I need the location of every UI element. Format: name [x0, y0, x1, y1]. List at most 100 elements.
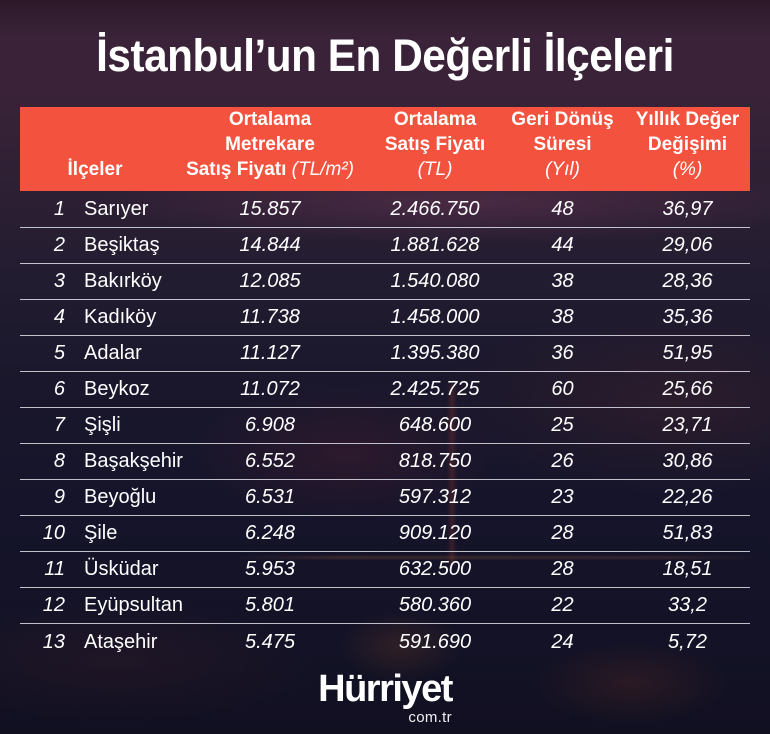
rank-cell: 1	[53, 198, 65, 220]
column-unit: (TL/m²)	[291, 159, 354, 180]
sale-price-cell: 1.540.080	[390, 270, 480, 292]
district-name-cell: Şişli	[84, 414, 121, 436]
brand-name: Hürriyet	[318, 668, 453, 710]
table-row: 8 Başakşehir 6.552 818.750 26 30,86	[20, 444, 750, 480]
table-row: 11 Üsküdar 5.953 632.500 28 18,51	[20, 552, 750, 588]
table-row: 9 Beyoğlu 6.531 597.312 23 22,26	[20, 480, 750, 516]
rank-cell: 3	[53, 270, 65, 292]
payback-years-cell: 28	[551, 558, 574, 580]
rank-cell: 9	[53, 486, 65, 508]
column-header-3: Geri Dönüş Süresi (Yıl)	[500, 107, 625, 191]
payback-years-cell: 23	[551, 486, 574, 508]
district-name-cell: Üsküdar	[84, 558, 159, 580]
annual-change-cell: 36,97	[662, 198, 713, 220]
district-name-cell: Beşiktaş	[84, 234, 160, 256]
table-row: 3 Bakırköy 12.085 1.540.080 38 28,36	[20, 264, 750, 300]
table-row: 13 Ataşehir 5.475 591.690 24 5,72	[20, 624, 750, 660]
district-name-cell: Sarıyer	[84, 198, 149, 220]
table-row: 7 Şişli 6.908 648.600 25 23,71	[20, 408, 750, 444]
district-name-cell: Eyüpsultan	[84, 594, 183, 616]
annual-change-cell: 51,83	[662, 522, 713, 544]
brand-domain: com.tr	[408, 709, 452, 726]
payback-years-cell: 60	[551, 378, 574, 400]
sqm-price-cell: 5.953	[244, 558, 296, 580]
column-unit: (TL)	[417, 159, 453, 180]
sqm-price-cell: 6.248	[244, 522, 296, 544]
sqm-price-cell: 12.085	[239, 270, 301, 292]
payback-years-cell: 38	[551, 270, 574, 292]
sqm-price-cell: 6.908	[244, 414, 296, 436]
hurriyet-logo: Hürriyet com.tr	[318, 668, 453, 726]
sale-price-cell: 2.425.725	[390, 378, 480, 400]
district-name-cell: Şile	[84, 522, 118, 544]
table-row: 2 Beşiktaş 14.844 1.881.628 44 29,06	[20, 228, 750, 264]
sqm-price-cell: 11.127	[240, 342, 300, 364]
rank-cell: 13	[42, 630, 65, 653]
annual-change-cell: 28,36	[662, 270, 713, 292]
table-row: 1 Sarıyer 15.857 2.466.750 48 36,97	[20, 192, 750, 228]
annual-change-cell: 51,95	[662, 342, 713, 364]
rank-cell: 4	[53, 306, 65, 328]
sale-price-cell: 909.120	[398, 522, 472, 544]
district-name-cell: Başakşehir	[84, 450, 183, 472]
payback-years-cell: 44	[551, 234, 574, 256]
column-unit: (%)	[672, 159, 703, 180]
rank-cell: 2	[53, 234, 65, 256]
sqm-price-cell: 5.801	[244, 594, 296, 616]
payback-years-cell: 24	[551, 630, 574, 653]
rank-cell: 6	[53, 378, 65, 400]
district-name-cell: Bakırköy	[84, 270, 162, 292]
sale-price-cell: 591.690	[398, 630, 472, 653]
column-header-districts: İlçeler	[67, 159, 123, 180]
sqm-price-cell: 14.844	[239, 234, 301, 256]
district-name-cell: Adalar	[84, 342, 142, 364]
annual-change-cell: 30,86	[662, 450, 713, 472]
sale-price-cell: 597.312	[398, 486, 472, 508]
rank-cell: 7	[53, 414, 65, 436]
sale-price-cell: 818.750	[398, 450, 472, 472]
sale-price-cell: 648.600	[398, 414, 472, 436]
table-header-row: İlçeler Ortalama Metrekare Satış Fiyatı (TL…	[20, 107, 750, 191]
sale-price-cell: 632.500	[398, 558, 472, 580]
district-name-cell: Beyoğlu	[84, 486, 157, 508]
sale-price-cell: 1.881.628	[390, 234, 480, 256]
column-unit: (Yıl)	[545, 159, 580, 180]
page-title: İstanbul’un En Değerli İlçeleri	[96, 30, 674, 81]
district-name-cell: Kadıköy	[84, 306, 157, 328]
payback-years-cell: 38	[551, 306, 574, 328]
rank-cell: 12	[42, 594, 65, 616]
sqm-price-cell: 6.552	[244, 450, 296, 472]
table-row: 4 Kadıköy 11.738 1.458.000 38 35,36	[20, 300, 750, 336]
payback-years-cell: 48	[551, 198, 574, 220]
sqm-price-cell: 11.738	[240, 306, 300, 328]
column-header-2: Ortalama Satış Fiyatı (TL)	[370, 107, 500, 191]
annual-change-cell: 5,72	[668, 630, 707, 653]
payback-years-cell: 25	[551, 414, 574, 436]
payback-years-cell: 26	[551, 450, 574, 472]
sqm-price-cell: 5.475	[244, 630, 296, 653]
annual-change-cell: 33,2	[668, 594, 707, 616]
column-header-1: Ortalama Metrekare Satış Fiyatı (TL/m²)	[186, 109, 354, 180]
rank-cell: 5	[53, 342, 65, 364]
payback-years-cell: 28	[551, 522, 574, 544]
footer: Hürriyet com.tr	[0, 670, 770, 727]
rank-cell: 10	[42, 522, 65, 544]
table-row: 10 Şile 6.248 909.120 28 51,83	[20, 516, 750, 552]
sale-price-cell: 1.458.000	[390, 306, 480, 328]
rank-cell: 8	[53, 450, 65, 472]
payback-years-cell: 22	[551, 594, 574, 616]
sale-price-cell: 580.360	[398, 594, 472, 616]
table-body: 1 Sarıyer 15.857 2.466.750 48 36,97 2 Beşiktaş 1…	[20, 192, 750, 660]
annual-change-cell: 29,06	[662, 234, 713, 256]
sqm-price-cell: 6.531	[244, 486, 296, 508]
sale-price-cell: 1.395.380	[390, 342, 480, 364]
district-name-cell: Ataşehir	[84, 630, 158, 653]
table-row: 12 Eyüpsultan 5.801 580.360 22 33,2	[20, 588, 750, 624]
sqm-price-cell: 11.072	[240, 378, 300, 400]
annual-change-cell: 22,26	[662, 486, 713, 508]
rank-cell: 11	[44, 558, 65, 580]
annual-change-cell: 35,36	[662, 306, 713, 328]
payback-years-cell: 36	[551, 342, 574, 364]
sale-price-cell: 2.466.750	[390, 198, 480, 220]
